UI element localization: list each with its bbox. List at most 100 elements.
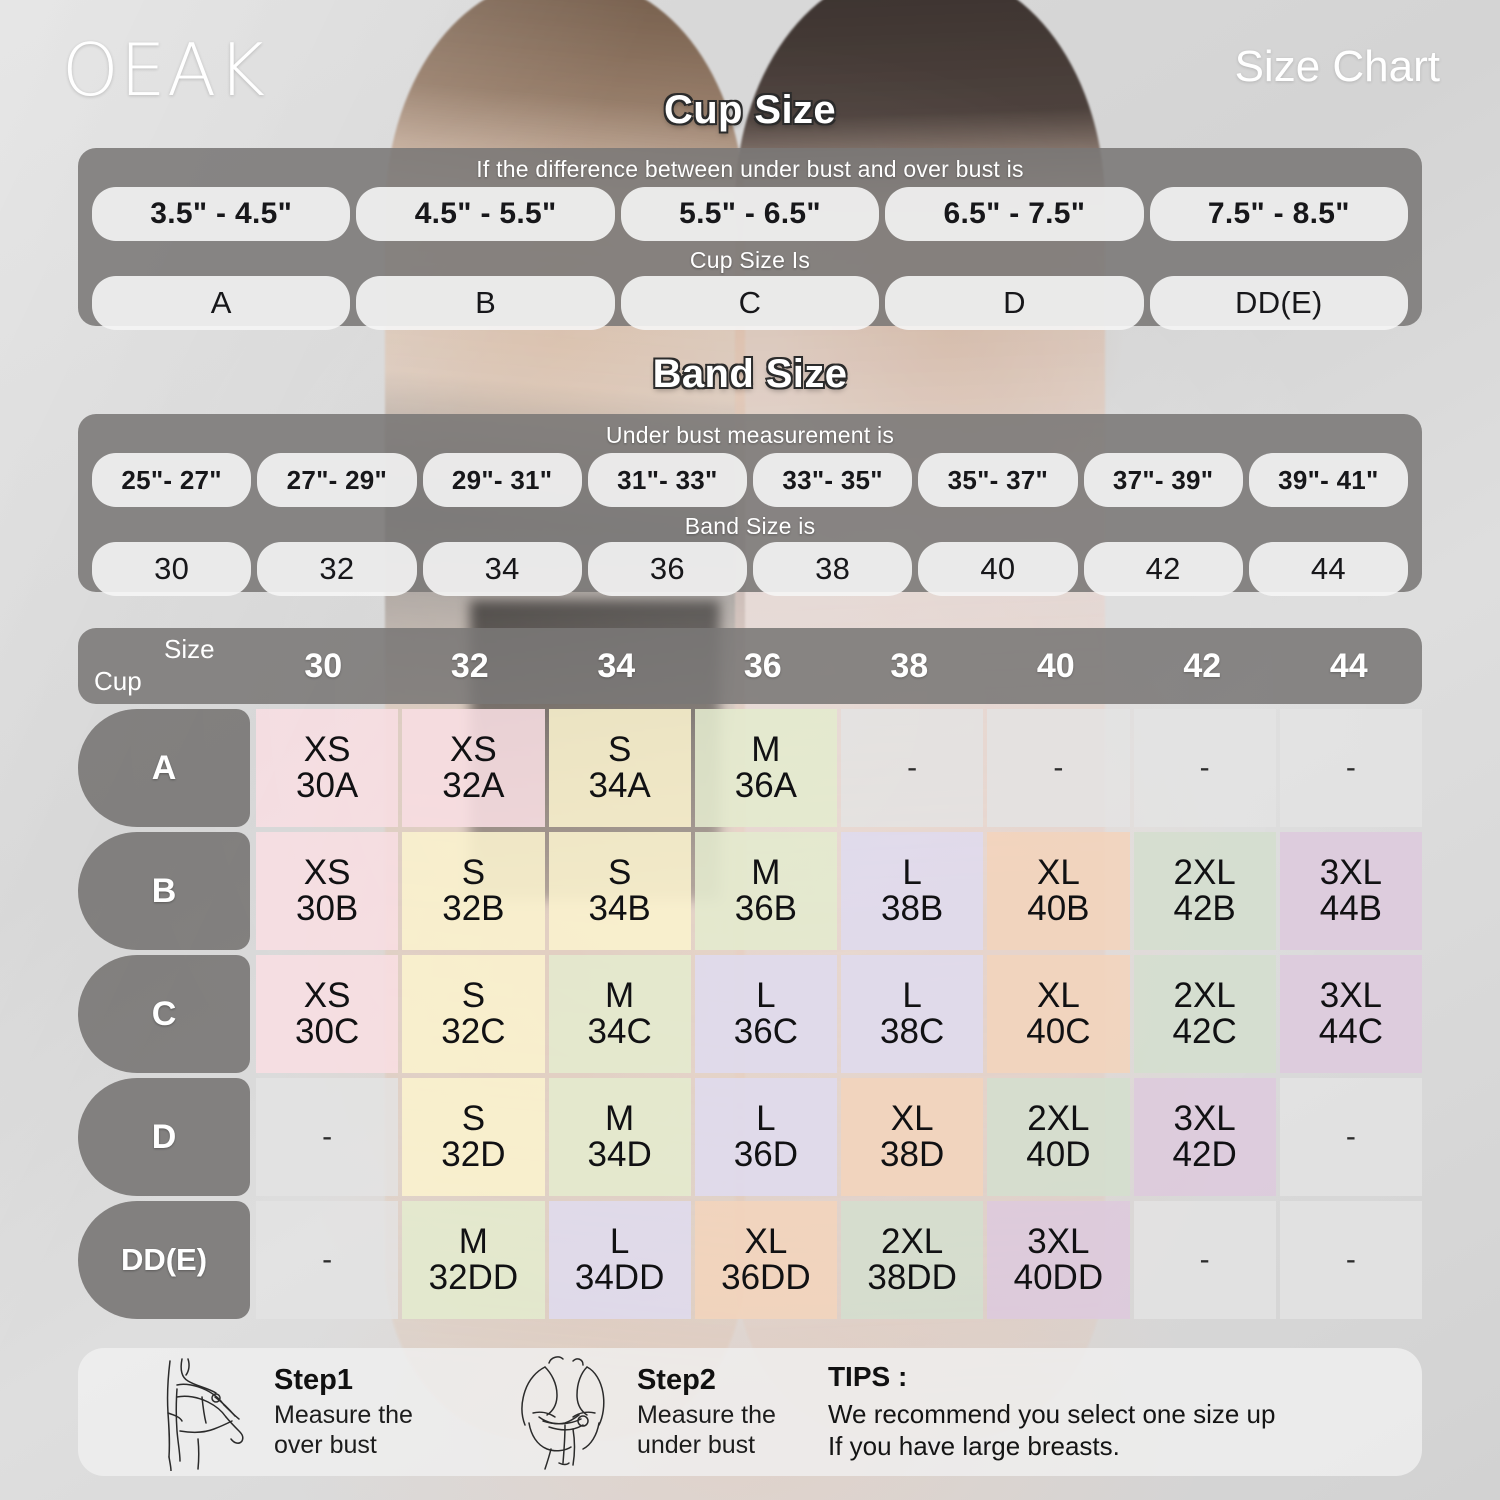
matrix-cell-bra-code: 36D <box>733 1135 798 1174</box>
matrix-cell-size-letter: S <box>461 1098 486 1138</box>
tips-line2: If you have large breasts. <box>827 1431 1120 1461</box>
matrix-row: A XS 30A XS 32A S 34A M 36A - - - - <box>78 709 1422 827</box>
band-range-chip: 27"- 29" <box>257 453 417 507</box>
matrix-cell-size-letter: 2XL <box>1027 1098 1090 1138</box>
band-size-caption-top: Under bust measurement is <box>605 422 895 448</box>
cup-size-heading: Cup Size <box>663 88 837 132</box>
matrix-cell-bra-code: 42C <box>1172 1012 1237 1051</box>
matrix-cell: M 36A <box>694 709 837 827</box>
matrix-cell-size-letter: XL <box>744 1221 788 1261</box>
matrix-band-header: 32 <box>450 646 489 685</box>
matrix-cell-bra-code: 30A <box>295 766 359 805</box>
matrix-cell: L 36C <box>694 955 837 1073</box>
matrix-cell: M 32DD <box>402 1201 545 1319</box>
matrix-cell: 2XL 42B <box>1133 832 1276 950</box>
matrix-band-header: 34 <box>597 646 636 685</box>
matrix-cell: L 36D <box>694 1078 837 1196</box>
matrix-cell-size-letter: 3XL <box>1319 975 1383 1015</box>
matrix-cell: L 38B <box>841 832 984 950</box>
matrix-header-row: Size Cup 30 32 34 36 38 40 42 44 <box>78 628 1422 704</box>
band-range-row: 25"- 27" 27"- 29" 29"- 31" 31"- 33" 33"-… <box>78 453 1422 507</box>
matrix-cell-empty: - <box>1279 1078 1422 1196</box>
matrix-cell-empty: - <box>256 1201 399 1319</box>
matrix-cell-bra-code: 34B <box>588 889 651 928</box>
matrix-cell-size-letter: XS <box>303 729 351 769</box>
matrix-cell-size-letter: XS <box>303 852 351 892</box>
matrix-cell-size-letter: 2XL <box>880 1221 944 1261</box>
matrix-cell: XS 30C <box>256 955 399 1073</box>
matrix-cell-empty: - <box>1279 709 1422 827</box>
matrix-cell-size-letter: M <box>605 975 635 1015</box>
matrix-cell-bra-code: 30B <box>295 889 359 928</box>
matrix-cell: M 34C <box>548 955 691 1073</box>
tips-title: TIPS : <box>827 1361 908 1393</box>
matrix-cell-bra-code: 40C <box>1026 1012 1091 1051</box>
band-size-heading: Band Size <box>652 352 848 396</box>
matrix-band-header: 30 <box>304 646 343 685</box>
matrix-cup-label: DD(E) <box>78 1201 250 1319</box>
cup-letter-chip: D <box>885 276 1144 330</box>
band-range-chip: 31"- 33" <box>587 453 747 507</box>
matrix-cell-bra-code: 32D <box>441 1135 506 1174</box>
matrix-cell: 3XL 44C <box>1279 955 1422 1073</box>
matrix-cell-empty: - <box>1279 1201 1422 1319</box>
matrix-row: B XS 30B S 32B S 34B M 36B L 38B XL 40B 2XL 42B 3XL 44B <box>78 832 1422 950</box>
band-value-row: 30 32 34 36 38 40 42 44 <box>78 542 1422 596</box>
band-value-chip: 32 <box>257 542 417 596</box>
cup-range-chip: 7.5" - 8.5" <box>1149 187 1409 241</box>
step1-text: Step1 Measure the over bust <box>274 1364 413 1460</box>
matrix-row: C XS 30C S 32C M 34C L 36C L 38C XL 40C 2XL 42C 3XL 44C <box>78 955 1422 1073</box>
matrix-cell-size-letter: XL <box>1036 975 1080 1015</box>
matrix-cell: L 38C <box>841 955 984 1073</box>
matrix-header-bar: Size Cup 30 32 34 36 38 40 42 44 <box>78 628 1422 704</box>
matrix-cell-bra-code: 36A <box>734 766 798 805</box>
band-value-chip: 40 <box>918 542 1078 596</box>
matrix-cell-size-letter: S <box>461 975 486 1015</box>
matrix-cell-bra-code: 38C <box>880 1012 945 1051</box>
matrix-corner-label: Size Cup <box>78 628 250 704</box>
band-size-panel: Under bust measurement is 25"- 27" 27"- … <box>78 414 1422 596</box>
matrix-cell-size-letter: 3XL <box>1319 852 1383 892</box>
matrix-cell-bra-code: 44B <box>1319 889 1383 928</box>
matrix-cell-size-letter: L <box>756 975 776 1015</box>
matrix-cell-empty: - <box>987 709 1130 827</box>
step2-line2: under bust <box>636 1430 756 1459</box>
band-value-chip: 38 <box>753 542 913 596</box>
matrix-cell-size-letter: M <box>458 1221 488 1261</box>
matrix-cell-bra-code: 38D <box>880 1135 945 1174</box>
matrix-cell-size-letter: M <box>605 1098 635 1138</box>
cup-letter-chip: DD(E) <box>1149 276 1409 330</box>
matrix-cell-bra-code: 32C <box>441 1012 506 1051</box>
band-range-chip: 35"- 37" <box>918 453 1078 507</box>
matrix-cell-size-letter: 3XL <box>1173 1098 1236 1138</box>
matrix-cell: XS 32A <box>402 709 545 827</box>
band-range-chip: 39"- 41" <box>1248 453 1408 507</box>
step2-title: Step2 <box>636 1364 716 1396</box>
matrix-cells: XS 30B S 32B S 34B M 36B L 38B XL 40B 2XL 42B 3XL 44B <box>256 832 1422 950</box>
cup-letter-row: A B C D DD(E) <box>78 276 1422 330</box>
matrix-cell-size-letter: S <box>461 852 486 892</box>
matrix-cell-size-letter: L <box>609 1221 630 1261</box>
brand-logo: OEAK <box>62 28 267 112</box>
band-value-chip: 30 <box>92 542 252 596</box>
measurement-footer: Step1 Measure the over bust <box>78 1348 1422 1476</box>
matrix-cell: XS 30A <box>256 709 399 827</box>
matrix-cell-bra-code: 34DD <box>574 1258 665 1297</box>
matrix-cell: XL 36DD <box>694 1201 837 1319</box>
matrix-cell-size-letter: XS <box>303 975 351 1015</box>
matrix-cell: 3XL 44B <box>1279 832 1422 950</box>
matrix-row: D - S 32D M 34D L 36D XL 38D 2XL 40D 3XL 42D - <box>78 1078 1422 1196</box>
matrix-cells: XS 30C S 32C M 34C L 36C L 38C XL 40C 2XL 42C 3XL 44C <box>256 955 1422 1073</box>
cup-letter-chip: C <box>620 276 880 330</box>
step1-title: Step1 <box>274 1364 353 1396</box>
tips-line1: We recommend you select one size up <box>827 1399 1276 1430</box>
matrix-cell-bra-code: 34A <box>588 766 651 805</box>
matrix-cell-size-letter: S <box>607 729 632 769</box>
over-bust-measure-illustration-icon <box>136 1353 264 1472</box>
cup-size-caption-top: If the difference between under bust and… <box>476 156 1024 182</box>
step1-line1: Measure the <box>274 1401 413 1429</box>
matrix-cell-bra-code: 40DD <box>1013 1258 1104 1297</box>
matrix-cell-bra-code: 40B <box>1027 889 1090 928</box>
matrix-cell-bra-code: 36B <box>734 889 798 928</box>
matrix-cell: S 32D <box>402 1078 545 1196</box>
